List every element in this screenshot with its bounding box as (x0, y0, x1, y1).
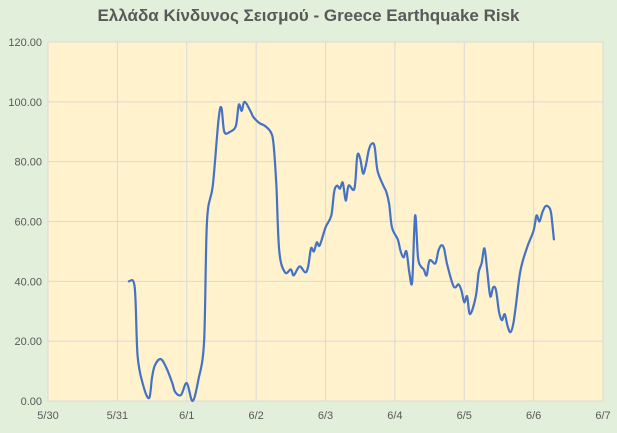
series-line (127, 100, 555, 403)
x-tick-label: 6/6 (526, 410, 541, 422)
y-tick-label: 0.00 (21, 396, 42, 408)
x-tick-label: 6/5 (457, 410, 472, 422)
y-tick-label: 80.00 (14, 157, 42, 169)
x-tick-label: 6/3 (318, 410, 333, 422)
x-tick-label: 6/4 (387, 410, 402, 422)
y-tick-label: 100.00 (8, 97, 42, 109)
y-tick-label: 120.00 (8, 37, 42, 49)
x-tick-label: 6/2 (248, 410, 263, 422)
x-tick-label: 5/30 (37, 410, 58, 422)
y-tick-label: 40.00 (14, 276, 42, 288)
chart-title: Ελλάδα Κίνδυνος Σεισμού - Greece Earthqu… (97, 6, 520, 25)
x-tick-label: 6/7 (595, 410, 610, 422)
x-tick-label: 5/31 (107, 410, 128, 422)
x-tick-label: 6/1 (179, 410, 194, 422)
y-tick-label: 60.00 (14, 217, 42, 229)
y-tick-label: 20.00 (14, 336, 42, 348)
